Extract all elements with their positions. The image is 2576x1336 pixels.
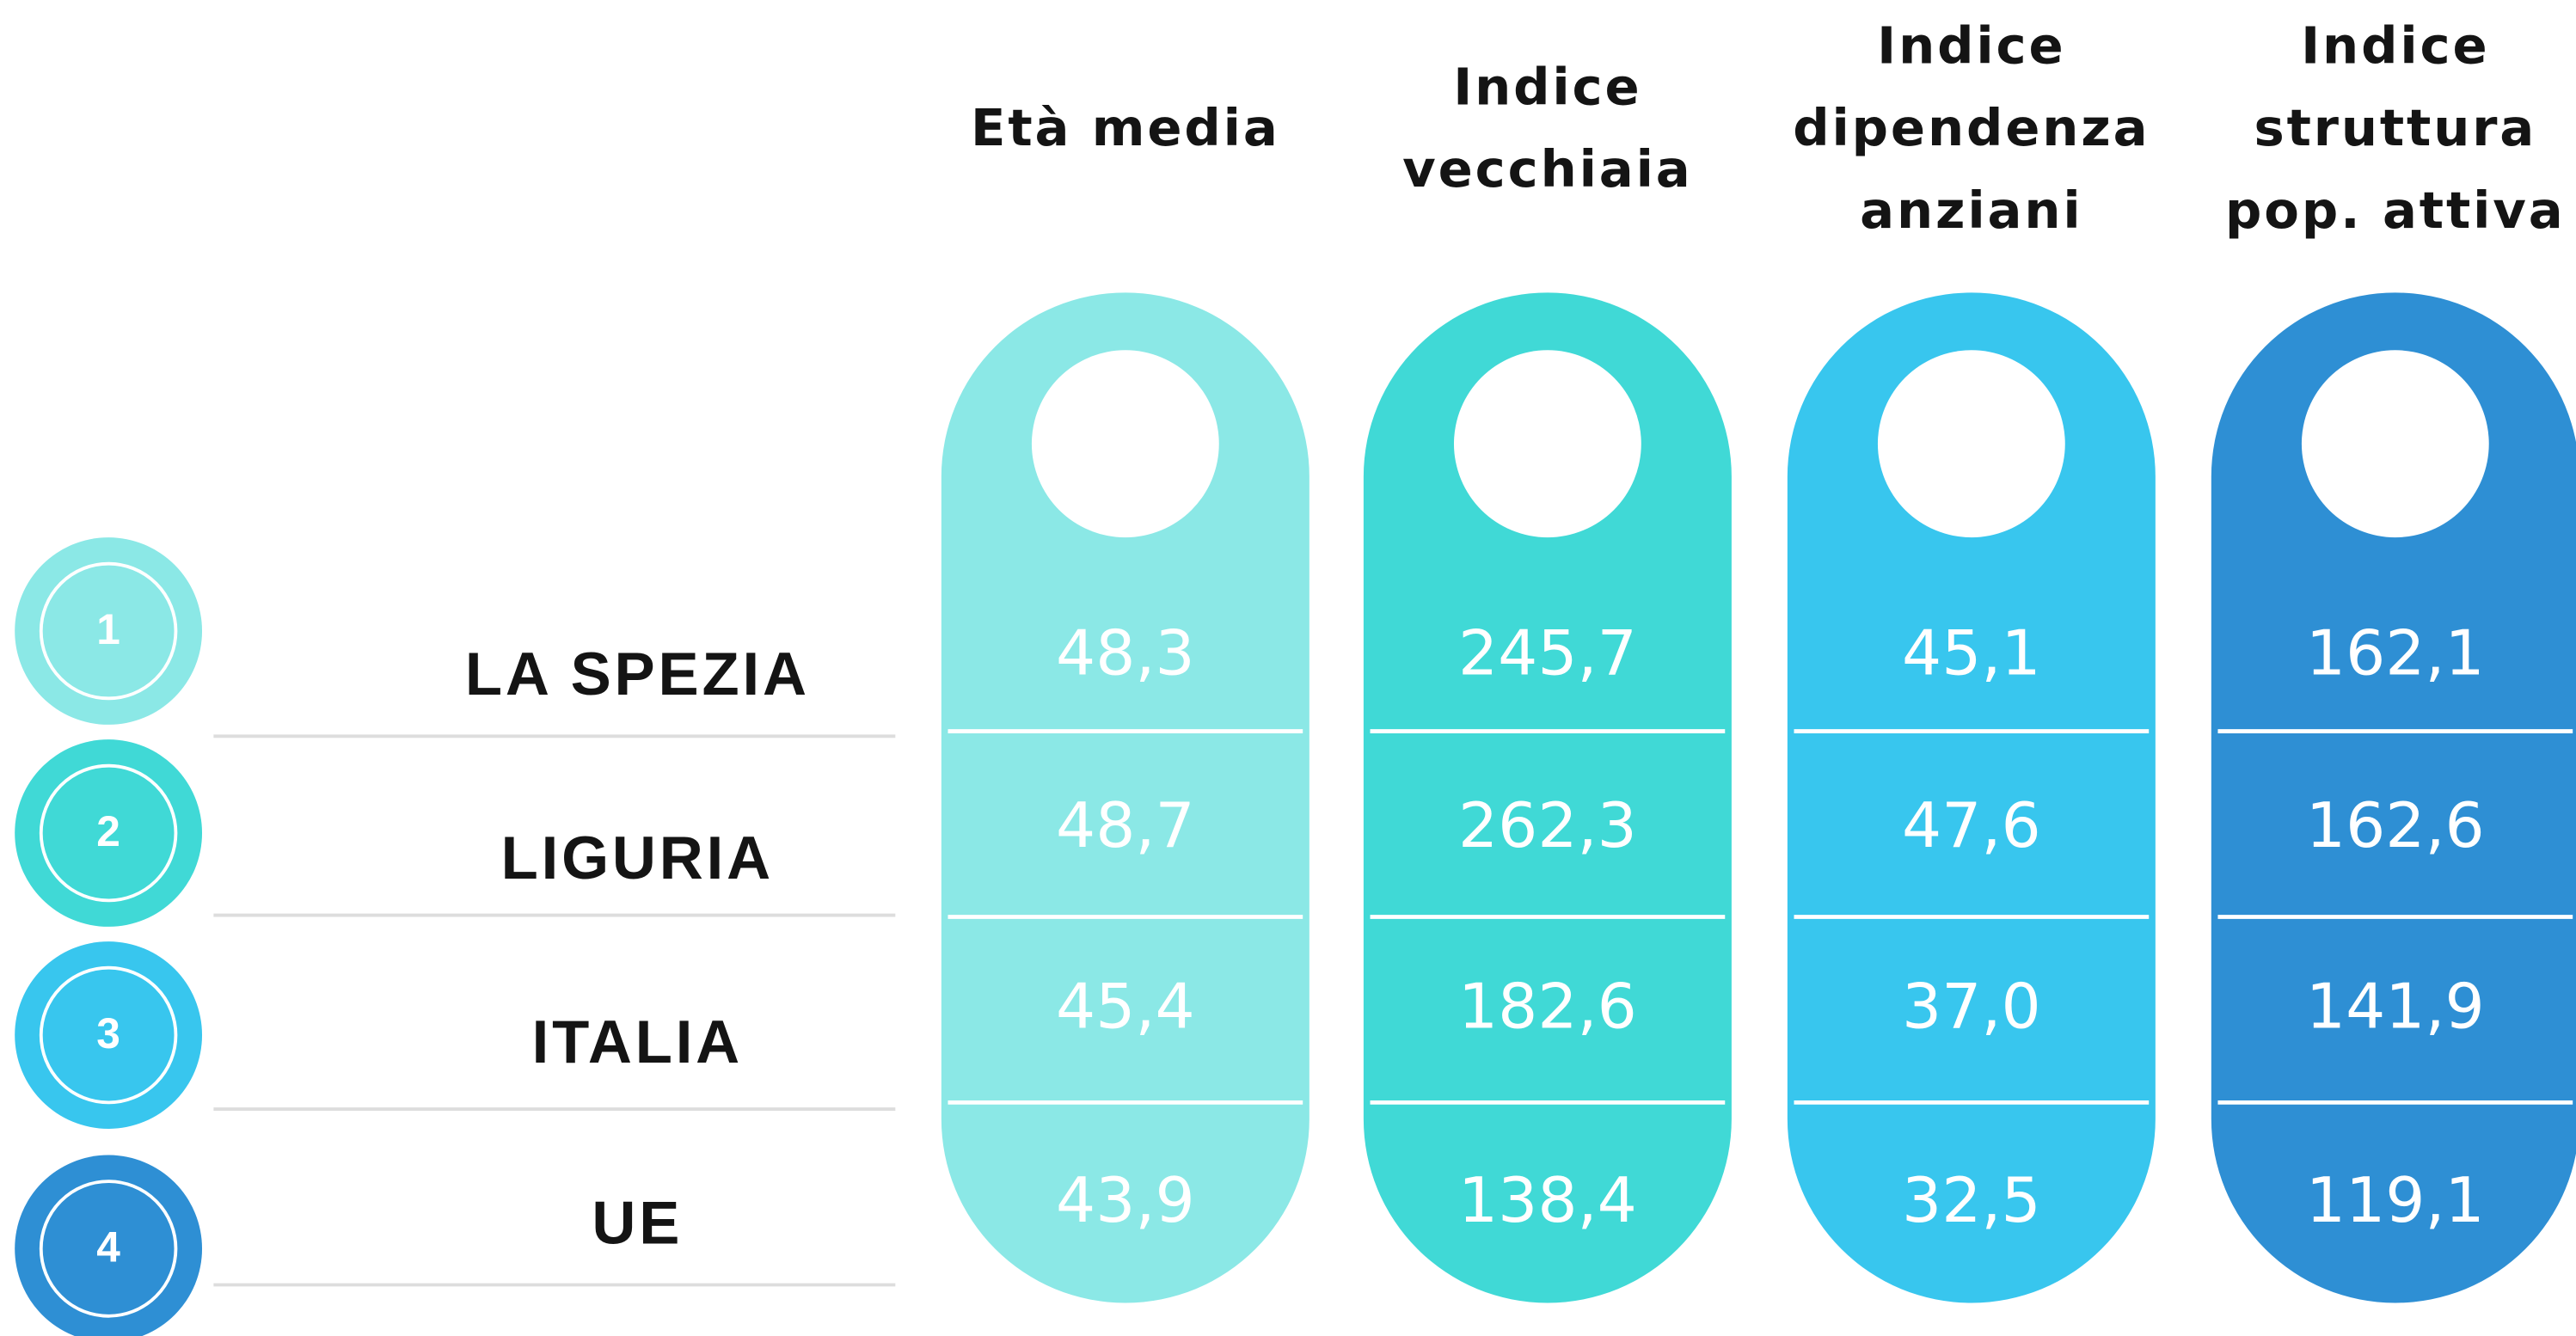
column-pill: [1787, 292, 2156, 1303]
column-header: vecchiaia: [1402, 139, 1692, 199]
row-number: 4: [96, 1223, 120, 1271]
column-pill: [941, 292, 1309, 1303]
row-badge-ring: [39, 1180, 178, 1318]
cell-value: 138,4: [1458, 1165, 1637, 1237]
cell-value: 47,6: [1902, 790, 2041, 862]
column-pill: [1363, 292, 1732, 1303]
cell-value: 245,7: [1458, 618, 1637, 690]
column-header: anziani: [1860, 181, 2082, 240]
row-label: ITALIA: [532, 1008, 743, 1076]
cell-value: 45,4: [1056, 971, 1195, 1043]
cell-value: 141,9: [2306, 971, 2485, 1043]
row-label: LA SPEZIA: [465, 640, 810, 708]
row-number: 1: [96, 605, 120, 653]
column-header: Indice: [1877, 16, 2065, 76]
row-label: UE: [592, 1188, 683, 1256]
cell-value: 37,0: [1902, 971, 2041, 1043]
column-header: Età media: [971, 98, 1280, 157]
column-header: Indice: [2301, 16, 2489, 76]
pill-hole: [1877, 350, 2065, 538]
row-badge-ring: [39, 561, 178, 701]
column-pill: [2211, 292, 2576, 1303]
cell-value: 43,9: [1056, 1165, 1195, 1237]
cell-value: 162,1: [2306, 618, 2485, 690]
cell-value: 48,7: [1056, 790, 1195, 862]
cell-value: 32,5: [1902, 1165, 2041, 1237]
column-header: struttura: [2254, 98, 2536, 157]
column-header: pop. attiva: [2225, 181, 2566, 240]
pill-hole: [2301, 350, 2489, 538]
cell-value: 119,1: [2306, 1165, 2485, 1237]
row-badge-ring: [39, 965, 178, 1105]
column-header: dipendenza: [1793, 98, 2150, 157]
cell-value: 262,3: [1458, 790, 1637, 862]
cell-value: 162,6: [2306, 790, 2485, 862]
column-header: Indice: [1453, 57, 1641, 116]
row-number: 3: [96, 1009, 120, 1057]
cell-value: 48,3: [1056, 618, 1195, 690]
row-label: LIGURIA: [501, 824, 774, 892]
pill-hole: [1453, 350, 1641, 538]
cell-value: 45,1: [1902, 618, 2041, 690]
cell-value: 182,6: [1458, 971, 1637, 1043]
row-badge-ring: [39, 763, 178, 903]
pill-hole: [1031, 350, 1219, 538]
row-number: 2: [96, 807, 120, 855]
